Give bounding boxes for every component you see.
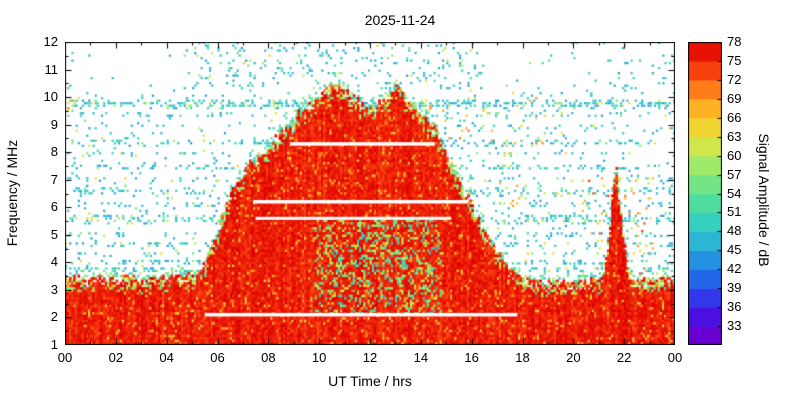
y-axis-label: Frequency / MHz (4, 139, 20, 247)
colorbar-tick-label: 78 (727, 34, 742, 49)
colorbar (688, 42, 722, 345)
y-tick-label: 5 (50, 226, 58, 242)
x-tick-label: 10 (311, 350, 327, 365)
x-tick-label: 02 (108, 350, 124, 365)
x-tick-label: 04 (159, 350, 174, 365)
colorbar-tick-label: 63 (727, 128, 742, 144)
colorbar-tick-label: 36 (727, 299, 742, 315)
x-axis-label: UT Time / hrs (328, 373, 412, 389)
colorbar-tick-label: 57 (727, 166, 742, 182)
colorbar-tick-label: 54 (727, 185, 742, 201)
x-tick-label: 06 (210, 350, 225, 365)
y-tick-label: 12 (43, 34, 58, 49)
colorbar-tick-label: 33 (727, 318, 742, 334)
x-tick-label: 00 (667, 350, 683, 365)
x-tick-label: 18 (515, 350, 530, 365)
y-tick-label: 7 (50, 171, 58, 187)
colorbar-tick-label: 42 (727, 261, 742, 277)
y-tick-label: 10 (43, 89, 58, 105)
colorbar-tick-label: 51 (727, 204, 742, 220)
x-tick-label: 08 (261, 350, 276, 365)
colorbar-tick-label: 69 (727, 90, 742, 106)
x-tick-label: 12 (362, 350, 378, 365)
y-tick-label: 6 (50, 199, 58, 215)
colorbar-tick-label: 60 (727, 147, 742, 163)
spectrogram-heatmap (65, 42, 675, 345)
x-tick-label: 14 (413, 350, 429, 365)
y-tick-label: 4 (50, 254, 58, 270)
y-tick-label: 8 (50, 144, 58, 160)
x-tick-label: 22 (616, 350, 632, 365)
colorbar-tick-label: 48 (727, 223, 742, 239)
colorbar-tick-label: 75 (727, 52, 742, 68)
y-tick-label: 2 (50, 309, 58, 325)
x-tick-label: 00 (57, 350, 73, 365)
colorbar-tick-label: 39 (727, 280, 742, 296)
y-tick-label: 1 (50, 337, 58, 352)
y-tick-label: 9 (50, 116, 58, 132)
x-tick-label: 16 (464, 350, 479, 365)
y-tick-label: 3 (50, 281, 58, 297)
x-tick-label: 20 (566, 350, 581, 365)
colorbar-tick-label: 66 (727, 109, 742, 125)
chart-title: 2025-11-24 (364, 12, 436, 28)
y-tick-label: 11 (44, 61, 59, 77)
colorbar-label: Signal Amplitude / dB (756, 133, 772, 267)
colorbar-tick-label: 45 (727, 242, 742, 258)
colorbar-tick-label: 72 (727, 71, 742, 87)
